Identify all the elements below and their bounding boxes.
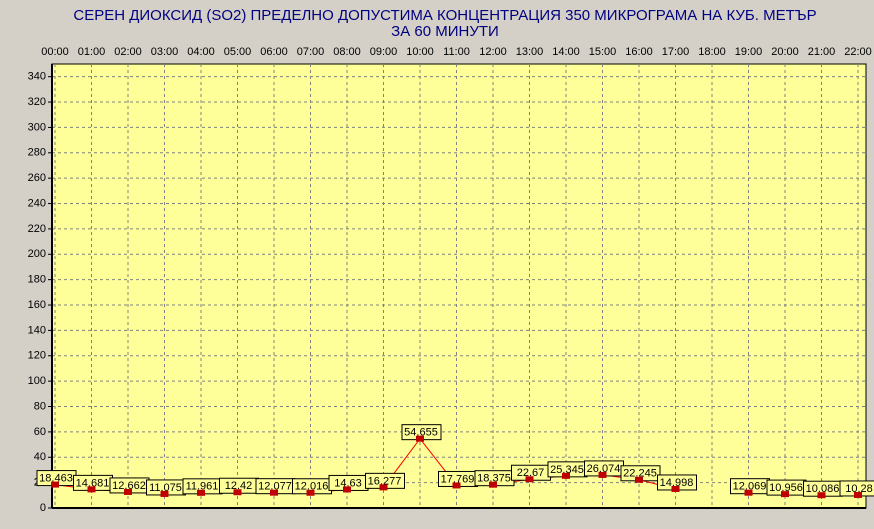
data-label: 22.67 xyxy=(517,467,545,479)
marker xyxy=(416,435,424,442)
data-label: 14.998 xyxy=(660,477,694,489)
data-label: 22.245 xyxy=(623,468,657,480)
x-tick-label: 05:00 xyxy=(224,46,252,58)
marker xyxy=(343,486,351,493)
x-tick-label: 07:00 xyxy=(297,46,325,58)
data-label: 11.075 xyxy=(149,482,182,494)
y-tick-label: 80 xyxy=(34,400,46,412)
data-label: 11.961 xyxy=(186,481,219,493)
y-tick-label: 0 xyxy=(40,502,46,514)
x-tick-label: 21:00 xyxy=(808,46,836,58)
chart-subtitle: ЗА 60 МИНУТИ xyxy=(391,23,499,40)
x-tick-label: 19:00 xyxy=(735,46,763,58)
y-tick-label: 180 xyxy=(28,274,46,286)
marker xyxy=(598,471,607,478)
data-label: 12.069 xyxy=(733,481,767,493)
marker xyxy=(379,484,388,491)
marker xyxy=(635,476,643,483)
data-label: 10.956 xyxy=(769,482,803,494)
y-tick-label: 260 xyxy=(28,172,46,184)
x-tick-label: 10:00 xyxy=(406,46,434,58)
x-tick-label: 22:00 xyxy=(844,46,872,58)
x-tick-label: 16:00 xyxy=(625,46,653,58)
data-label: 10.28 xyxy=(845,483,873,495)
plot-area xyxy=(51,63,867,509)
x-tick-label: 02:00 xyxy=(114,46,142,58)
data-label: 14.63 xyxy=(334,477,362,489)
marker xyxy=(781,491,789,498)
x-tick-label: 00:00 xyxy=(41,46,69,58)
marker xyxy=(489,481,497,488)
y-tick-label: 280 xyxy=(28,147,46,159)
y-tick-label: 320 xyxy=(28,96,46,108)
data-label: 18.463 xyxy=(39,472,73,484)
x-tick-label: 20:00 xyxy=(771,46,799,58)
data-label: 54.655 xyxy=(404,427,438,439)
marker xyxy=(270,489,278,496)
y-tick-label: 40 xyxy=(34,451,46,463)
x-tick-label: 18:00 xyxy=(698,46,726,58)
marker xyxy=(160,490,169,497)
x-tick-label: 04:00 xyxy=(187,46,215,58)
marker xyxy=(197,489,205,496)
x-tick-label: 15:00 xyxy=(589,46,617,58)
marker xyxy=(87,486,96,493)
y-tick-label: 220 xyxy=(28,223,46,235)
data-label: 14.681 xyxy=(76,477,110,489)
x-tick-label: 08:00 xyxy=(333,46,361,58)
data-label: 17.769 xyxy=(441,473,475,485)
x-tick-label: 13:00 xyxy=(516,46,544,58)
data-label: 16.277 xyxy=(368,475,402,487)
y-tick-label: 240 xyxy=(28,197,46,209)
y-tick-label: 300 xyxy=(28,121,46,133)
x-tick-label: 14:00 xyxy=(552,46,580,58)
marker xyxy=(233,489,242,496)
x-tick-label: 09:00 xyxy=(370,46,398,58)
marker xyxy=(525,476,534,483)
chart-title: СЕРЕН ДИОКСИД (SO2) ПРЕДЕЛНО ДОПУСТИМА К… xyxy=(73,7,816,24)
x-tick-label: 03:00 xyxy=(151,46,179,58)
data-label: 12.077 xyxy=(258,481,292,493)
marker xyxy=(671,485,680,492)
data-label: 18.375 xyxy=(477,473,511,485)
y-tick-label: 60 xyxy=(34,426,46,438)
data-label: 12.016 xyxy=(295,481,329,493)
marker xyxy=(124,488,132,495)
x-tick-label: 12:00 xyxy=(479,46,507,58)
data-label: 10.086 xyxy=(806,483,840,495)
data-label: 26.074 xyxy=(587,463,621,475)
marker xyxy=(306,489,315,496)
data-label: 12.42 xyxy=(225,480,253,492)
marker xyxy=(854,491,862,498)
data-label: 25.345 xyxy=(550,464,584,476)
x-tick-label: 06:00 xyxy=(260,46,288,58)
y-tick-label: 160 xyxy=(28,299,46,311)
y-tick-label: 140 xyxy=(28,324,46,336)
y-tick-label: 200 xyxy=(28,248,46,260)
x-tick-label: 11:00 xyxy=(443,46,470,58)
data-label: 12.662 xyxy=(112,480,146,492)
marker xyxy=(562,472,570,479)
y-tick-label: 340 xyxy=(28,71,46,83)
x-tick-label: 01:00 xyxy=(78,46,106,58)
marker xyxy=(452,482,461,489)
x-tick-label: 17:00 xyxy=(662,46,690,58)
marker xyxy=(817,492,826,499)
y-tick-label: 120 xyxy=(28,350,46,362)
marker xyxy=(744,489,753,496)
y-tick-label: 100 xyxy=(28,375,46,387)
marker xyxy=(51,481,59,488)
